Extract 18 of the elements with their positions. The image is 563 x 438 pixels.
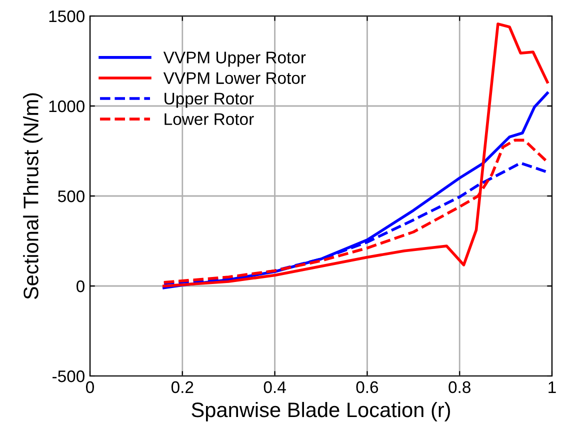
x-tick-label: 0	[86, 381, 94, 394]
y-tick-label: 1000	[49, 100, 84, 112]
y-axis-title: Sectional Thrust (N/m)	[23, 93, 42, 300]
y-tick-label: -500	[52, 370, 84, 382]
y-tick-label: 1500	[49, 10, 84, 22]
x-axis-title: Spanwise Blade Location (r)	[192, 402, 450, 422]
x-tick-label: 0.6	[356, 381, 378, 394]
legend-label: Lower Rotor	[164, 113, 254, 126]
legend-label: VVPM Lower Rotor	[163, 72, 306, 84]
y-tick-label: 0	[76, 280, 84, 292]
line-series	[162, 22, 549, 288]
x-tick-label: 0.2	[171, 381, 194, 394]
legend-label: Upper Rotor	[164, 92, 254, 108]
x-tick-label: 0.8	[448, 381, 470, 394]
y-tick-label: 500	[58, 190, 84, 202]
x-tick-label: 1	[548, 381, 556, 393]
legend-label: VVPM Upper Rotor	[163, 52, 306, 67]
x-tick-label: 0.4	[264, 381, 286, 394]
